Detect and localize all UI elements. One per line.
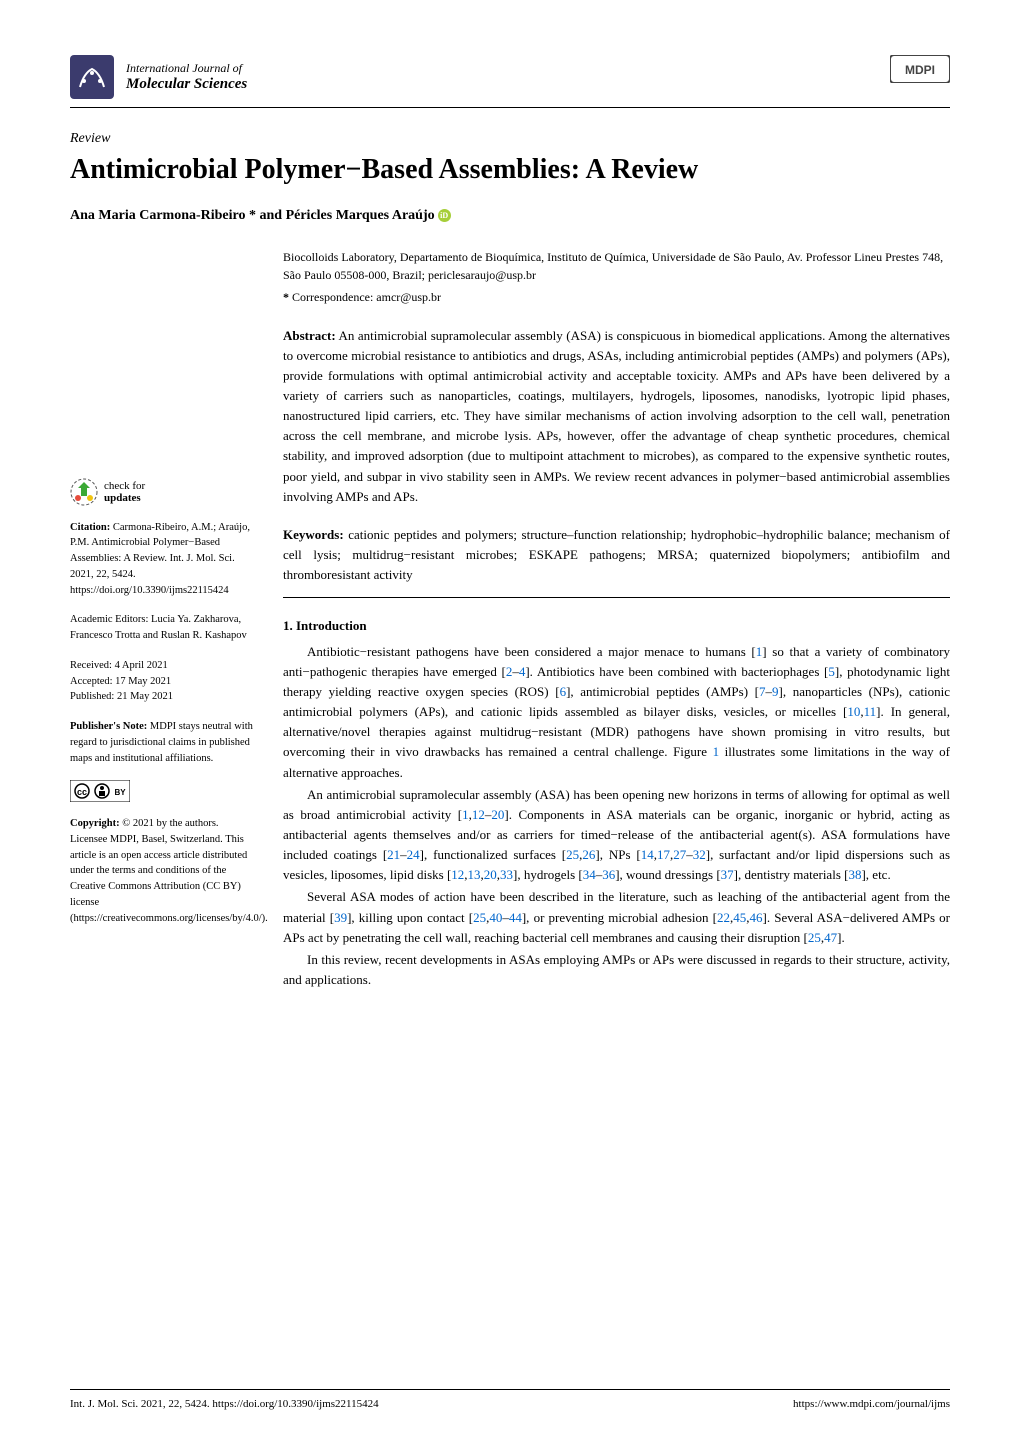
footer-right: https://www.mdpi.com/journal/ijms xyxy=(793,1396,950,1413)
editors: Academic Editors: Lucia Ya. Zakharova, F… xyxy=(70,612,255,644)
keywords: Keywords: cationic peptides and polymers… xyxy=(283,525,950,585)
sidebar: check forupdates Citation: Carmona-Ribei… xyxy=(70,248,255,993)
ref-link[interactable]: 37 xyxy=(721,867,734,882)
paragraph-1: Antibiotic−resistant pathogens have been… xyxy=(283,642,950,783)
ref-link[interactable]: 47 xyxy=(824,930,837,945)
main-content: Biocolloids Laboratory, Departamento de … xyxy=(283,248,950,993)
journal-name-line1: International Journal of xyxy=(126,61,247,75)
date-published: Published: 21 May 2021 xyxy=(70,689,255,705)
check-updates-text: check forupdates xyxy=(104,480,145,504)
keywords-label: Keywords: xyxy=(283,527,344,542)
abstract-label: Abstract: xyxy=(283,328,336,343)
ref-link[interactable]: 20 xyxy=(491,807,504,822)
abstract-text: An antimicrobial supramolecular assembly… xyxy=(283,328,950,504)
copyright-label: Copyright: xyxy=(70,818,120,829)
ref-link[interactable]: 24 xyxy=(407,847,420,862)
authors: Ana Maria Carmona-Ribeiro * and Péricles… xyxy=(70,205,950,226)
journal-logo-icon xyxy=(70,55,114,99)
ref-link[interactable]: 46 xyxy=(749,910,762,925)
ref-link[interactable]: 17 xyxy=(657,847,670,862)
mdpi-logo-icon: MDPI xyxy=(890,55,950,83)
article-type: Review xyxy=(70,128,950,149)
ref-link[interactable]: 25 xyxy=(566,847,579,862)
svg-text:BY: BY xyxy=(114,788,126,797)
correspondence: * Correspondence: amcr@usp.br xyxy=(283,288,950,306)
ref-link[interactable]: 25 xyxy=(808,930,821,945)
ref-link[interactable]: 14 xyxy=(641,847,654,862)
ref-link[interactable]: 40 xyxy=(489,910,502,925)
page-footer: Int. J. Mol. Sci. 2021, 22, 5424. https:… xyxy=(70,1389,950,1413)
ref-link[interactable]: 13 xyxy=(468,867,481,882)
ref-link[interactable]: 45 xyxy=(733,910,746,925)
cc-license-badge[interactable]: cc BY xyxy=(70,780,255,808)
copyright-text: © 2021 by the authors. Licensee MDPI, Ba… xyxy=(70,818,268,924)
ref-link[interactable]: 36 xyxy=(602,867,615,882)
date-accepted: Accepted: 17 May 2021 xyxy=(70,674,255,690)
keywords-divider xyxy=(283,597,950,598)
ref-link[interactable]: 26 xyxy=(582,847,595,862)
keywords-text: cationic peptides and polymers; structur… xyxy=(283,527,950,582)
header-divider xyxy=(70,107,950,108)
citation-label: Citation: xyxy=(70,522,110,533)
ref-link[interactable]: 12 xyxy=(472,807,485,822)
correspondence-marker: * xyxy=(283,290,289,304)
paragraph-2: An antimicrobial supramolecular assembly… xyxy=(283,785,950,886)
ref-link[interactable]: 20 xyxy=(484,867,497,882)
date-received: Received: 4 April 2021 xyxy=(70,658,255,674)
orcid-icon[interactable] xyxy=(438,209,451,222)
ref-link[interactable]: 32 xyxy=(693,847,706,862)
paragraph-3: Several ASA modes of action have been de… xyxy=(283,887,950,947)
ref-link[interactable]: 33 xyxy=(500,867,513,882)
ref-link[interactable]: 22 xyxy=(717,910,730,925)
dates-block: Received: 4 April 2021 Accepted: 17 May … xyxy=(70,658,255,705)
ref-link[interactable]: 39 xyxy=(334,910,347,925)
page-header: International Journal of Molecular Scien… xyxy=(70,55,950,99)
copyright-block: Copyright: © 2021 by the authors. Licens… xyxy=(70,816,255,926)
ref-link[interactable]: 21 xyxy=(387,847,400,862)
check-updates[interactable]: check forupdates xyxy=(70,478,255,506)
check-updates-icon xyxy=(70,478,98,506)
ref-link[interactable]: 12 xyxy=(451,867,464,882)
publisher-note: Publisher's Note: MDPI stays neutral wit… xyxy=(70,719,255,766)
cc-by-icon: cc BY xyxy=(70,780,130,802)
citation-block: Citation: Carmona-Ribeiro, A.M.; Araújo,… xyxy=(70,520,255,599)
affiliation: Biocolloids Laboratory, Departamento de … xyxy=(283,248,950,284)
ref-link[interactable]: 44 xyxy=(509,910,522,925)
authors-text: Ana Maria Carmona-Ribeiro * and Péricles… xyxy=(70,208,435,223)
ref-link[interactable]: 11 xyxy=(864,704,877,719)
ref-link[interactable]: 38 xyxy=(848,867,861,882)
journal-block: International Journal of Molecular Scien… xyxy=(70,55,247,99)
ref-link[interactable]: 25 xyxy=(473,910,486,925)
ref-link[interactable]: 34 xyxy=(583,867,596,882)
article-title: Antimicrobial Polymer−Based Assemblies: … xyxy=(70,153,950,187)
publisher-note-label: Publisher's Note: xyxy=(70,721,147,732)
journal-name-line2: Molecular Sciences xyxy=(126,75,247,93)
svg-text:MDPI: MDPI xyxy=(905,63,935,77)
svg-text:cc: cc xyxy=(77,787,87,797)
abstract: Abstract: An antimicrobial supramolecula… xyxy=(283,326,950,507)
ref-link[interactable]: 27 xyxy=(673,847,686,862)
correspondence-text: Correspondence: amcr@usp.br xyxy=(292,290,441,304)
paragraph-4: In this review, recent developments in A… xyxy=(283,950,950,990)
ref-link[interactable]: 10 xyxy=(847,704,860,719)
footer-left: Int. J. Mol. Sci. 2021, 22, 5424. https:… xyxy=(70,1396,379,1413)
section-1-title: 1. Introduction xyxy=(283,616,950,636)
